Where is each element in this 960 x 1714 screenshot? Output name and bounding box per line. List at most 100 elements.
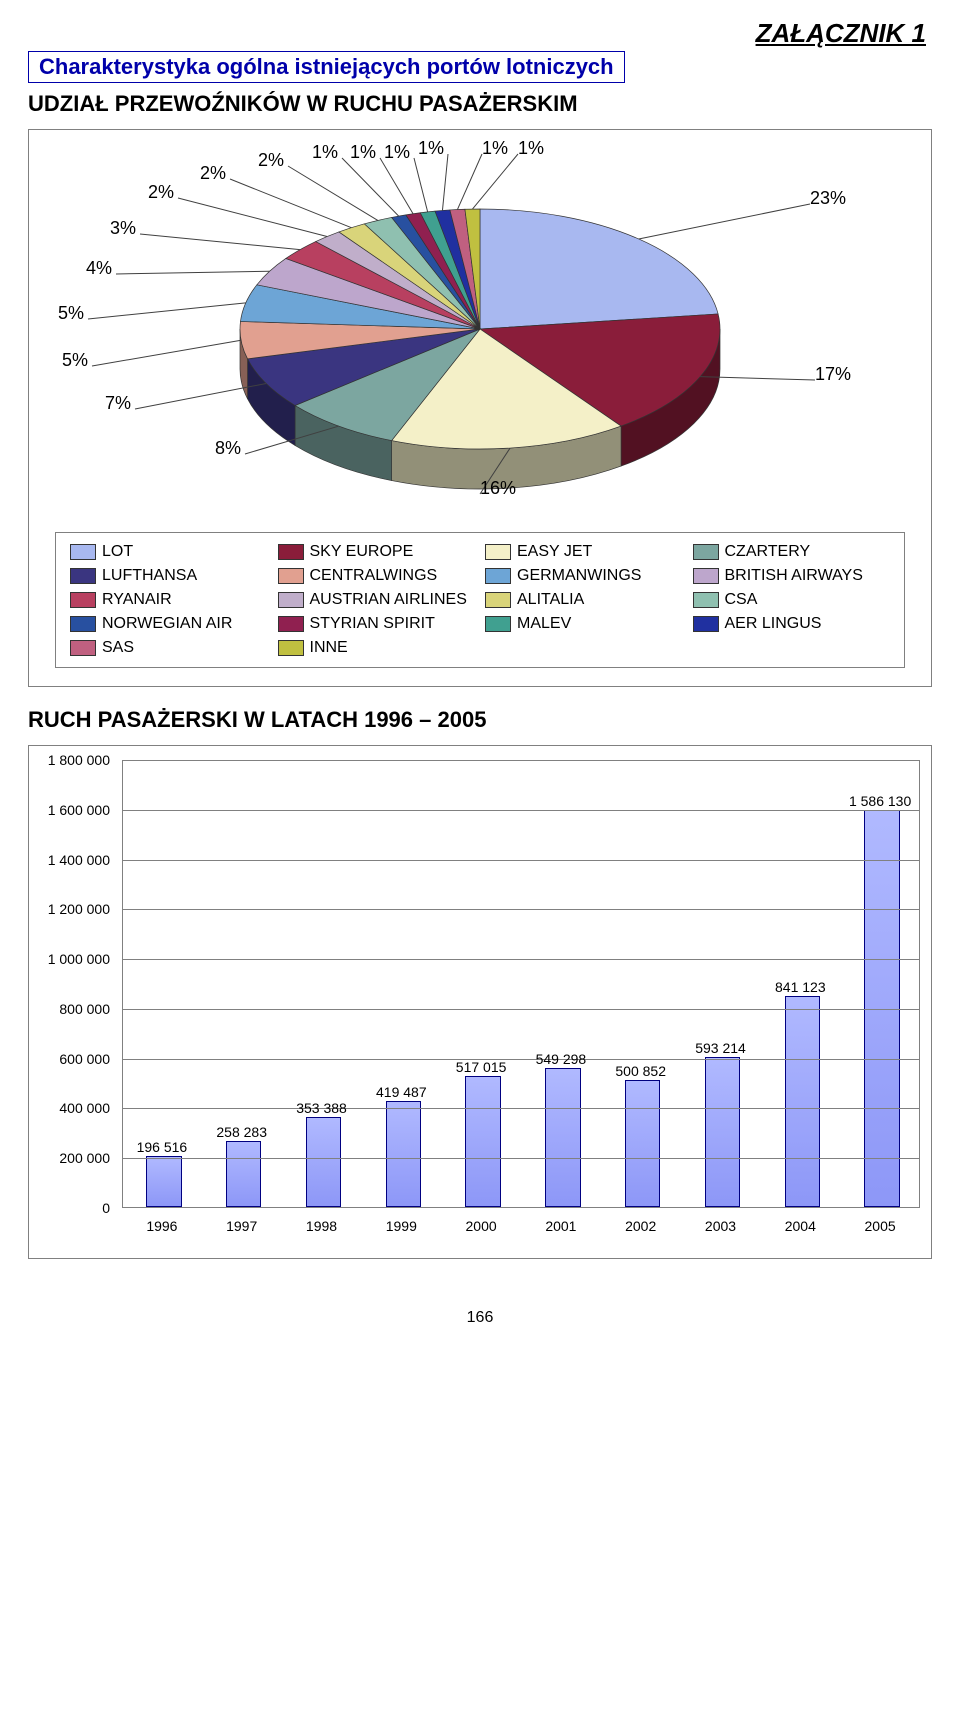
bar	[386, 1101, 422, 1207]
y-tick-label: 1 600 000	[38, 802, 110, 818]
legend-entry: MALEV	[485, 615, 683, 633]
y-tick-label: 800 000	[38, 1001, 110, 1017]
legend-swatch	[693, 592, 719, 608]
legend-label: MALEV	[517, 615, 571, 633]
x-tick-label: 2001	[545, 1218, 576, 1234]
y-tick-label: 1 200 000	[38, 901, 110, 917]
x-tick-label: 2000	[466, 1218, 497, 1234]
subtitle-box: Charakterystyka ogólna istniejących port…	[28, 51, 625, 83]
legend-entry: CZARTERY	[693, 543, 891, 561]
pie-slice-pct: 2%	[258, 150, 284, 171]
pie-slice-pct: 2%	[148, 182, 174, 203]
x-tick-label: 1998	[306, 1218, 337, 1234]
section-title-2: RUCH PASAŻERSKI W LATACH 1996 – 2005	[28, 707, 932, 733]
pie-slice-pct: 1%	[482, 138, 508, 159]
pie-slice-pct: 1%	[418, 138, 444, 159]
bar-value-label: 549 298	[536, 1051, 587, 1067]
annex-title: ZAŁĄCZNIK 1	[28, 18, 932, 49]
pie-slice-pct: 8%	[215, 438, 241, 459]
bar	[785, 996, 821, 1207]
pie-slice-pct: 17%	[815, 364, 851, 385]
bar-value-label: 841 123	[775, 979, 826, 995]
gridline	[122, 1108, 920, 1109]
legend-entry: GERMANWINGS	[485, 567, 683, 585]
legend-swatch	[278, 568, 304, 584]
legend-label: LUFTHANSA	[102, 567, 197, 585]
page-number: 166	[28, 1309, 932, 1327]
bar-value-label: 196 516	[137, 1139, 188, 1155]
y-tick-label: 400 000	[38, 1100, 110, 1116]
legend-entry: CENTRALWINGS	[278, 567, 476, 585]
bar-value-label: 1 586 130	[849, 793, 911, 809]
gridline	[122, 1158, 920, 1159]
legend-label: ALITALIA	[517, 591, 584, 609]
legend-label: SAS	[102, 639, 134, 657]
legend-swatch	[485, 616, 511, 632]
legend-label: SKY EUROPE	[310, 543, 414, 561]
legend-swatch	[278, 616, 304, 632]
legend-entry: STYRIAN SPIRIT	[278, 615, 476, 633]
legend-label: CZARTERY	[725, 543, 811, 561]
pie-slice-pct: 2%	[200, 163, 226, 184]
legend-entry: AER LINGUS	[693, 615, 891, 633]
gridline	[122, 1009, 920, 1010]
legend-entry: AUSTRIAN AIRLINES	[278, 591, 476, 609]
legend-swatch	[278, 592, 304, 608]
pie-slice-pct: 23%	[810, 188, 846, 209]
bar	[705, 1057, 741, 1207]
legend-swatch	[70, 592, 96, 608]
legend-swatch	[693, 568, 719, 584]
bar	[545, 1068, 581, 1207]
legend-swatch	[70, 640, 96, 656]
bar-value-label: 593 214	[695, 1040, 746, 1056]
legend-swatch	[485, 592, 511, 608]
legend-entry: SKY EUROPE	[278, 543, 476, 561]
pie-legend: LOT SKY EUROPE EASY JET CZARTERY LUFTHANSA CE…	[55, 532, 905, 668]
legend-entry: BRITISH AIRWAYS	[693, 567, 891, 585]
legend-entry: EASY JET	[485, 543, 683, 561]
x-tick-label: 2002	[625, 1218, 656, 1234]
gridline	[122, 810, 920, 811]
y-tick-label: 1 400 000	[38, 852, 110, 868]
legend-label: BRITISH AIRWAYS	[725, 567, 863, 585]
pie-slice-pct: 7%	[105, 393, 131, 414]
legend-label: GERMANWINGS	[517, 567, 641, 585]
pie-slice-pct: 3%	[110, 218, 136, 239]
y-tick-label: 0	[38, 1200, 110, 1216]
pie-slice-pct: 16%	[480, 478, 516, 499]
pie-slice-pct: 1%	[518, 138, 544, 159]
pie-chart-panel: 23%17%16%8%7%5%5%4%3%2%2%2%1%1%1%1%1%1% …	[28, 129, 932, 687]
pie-slice-pct: 4%	[86, 258, 112, 279]
y-tick-label: 1 800 000	[38, 752, 110, 768]
pie-slice	[480, 209, 718, 329]
bar-value-label: 500 852	[615, 1063, 666, 1079]
gridline	[122, 1059, 920, 1060]
legend-label: EASY JET	[517, 543, 592, 561]
y-tick-label: 600 000	[38, 1051, 110, 1067]
legend-swatch	[70, 568, 96, 584]
bar	[146, 1156, 182, 1207]
x-tick-label: 1999	[386, 1218, 417, 1234]
legend-swatch	[693, 616, 719, 632]
x-tick-label: 2005	[865, 1218, 896, 1234]
legend-entry: INNE	[278, 639, 476, 657]
bar	[306, 1117, 342, 1207]
section-title-1: UDZIAŁ PRZEWOŹNIKÓW W RUCHU PASAŻERSKIM	[28, 91, 932, 117]
legend-entry: SAS	[70, 639, 268, 657]
pie-slice-pct: 1%	[312, 142, 338, 163]
y-tick-label: 200 000	[38, 1150, 110, 1166]
legend-label: CSA	[725, 591, 758, 609]
bar-value-label: 517 015	[456, 1059, 507, 1075]
x-tick-label: 1997	[226, 1218, 257, 1234]
legend-label: LOT	[102, 543, 133, 561]
pie-slice-pct: 1%	[350, 142, 376, 163]
bar-value-label: 353 388	[296, 1100, 347, 1116]
legend-swatch	[70, 544, 96, 560]
legend-entry: RYANAIR	[70, 591, 268, 609]
gridline	[122, 860, 920, 861]
bar-value-label: 258 283	[216, 1124, 267, 1140]
pie-slice-pct: 5%	[62, 350, 88, 371]
legend-label: INNE	[310, 639, 348, 657]
legend-entry: CSA	[693, 591, 891, 609]
legend-label: AER LINGUS	[725, 615, 822, 633]
